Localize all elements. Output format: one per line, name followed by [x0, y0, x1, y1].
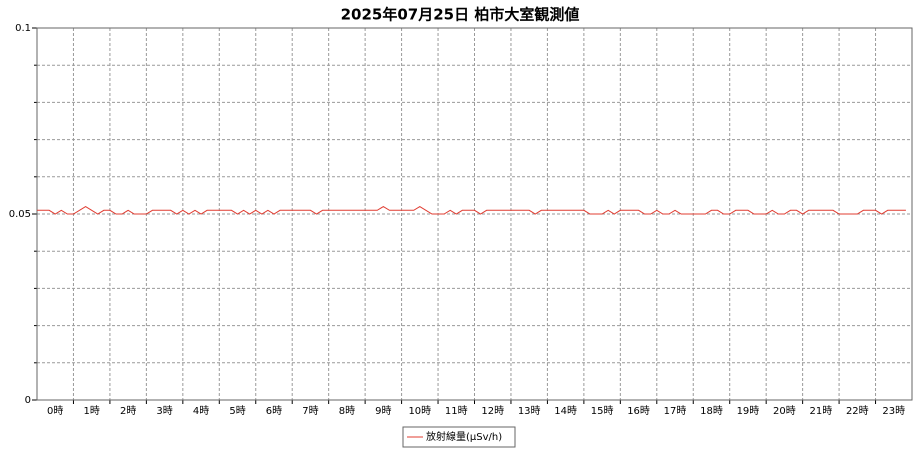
x-tick-label: 16時: [627, 405, 650, 417]
x-tick-label: 20時: [773, 405, 796, 417]
x-tick-label: 12時: [481, 405, 504, 417]
x-tick-label: 2時: [120, 405, 136, 417]
x-tick-label: 7時: [302, 405, 318, 417]
x-tick-label: 23時: [882, 405, 905, 417]
y-tick-label: 0.05: [9, 209, 31, 220]
x-tick-label: 18時: [700, 405, 723, 417]
x-tick-label: 14時: [554, 405, 577, 417]
x-tick-label: 0時: [47, 405, 63, 417]
x-tick-label: 13時: [518, 405, 541, 417]
x-tick-label: 21時: [809, 405, 832, 417]
x-tick-label: 11時: [445, 405, 468, 417]
x-tick-label: 19時: [737, 405, 760, 417]
legend-label: 放射線量(μSv/h): [426, 430, 502, 443]
x-tick-label: 4時: [193, 405, 209, 417]
x-tick-label: 9時: [375, 405, 391, 417]
x-tick-label: 22時: [846, 405, 869, 417]
chart-title: 2025年07月25日 柏市大室観測値: [341, 6, 580, 24]
plot-border: [36, 27, 913, 401]
y-tick-label: 0.1: [15, 23, 31, 34]
data-line: [37, 205, 906, 215]
x-tick-label: 3時: [156, 405, 172, 417]
x-tick-label: 5時: [229, 405, 245, 417]
legend-box: [402, 426, 516, 448]
x-tick-label: 10時: [408, 405, 431, 417]
x-tick-label: 15時: [591, 405, 614, 417]
x-tick-label: 6時: [266, 405, 282, 417]
y-tick-label: 0: [25, 395, 31, 406]
x-tick-label: 17時: [664, 405, 687, 417]
x-tick-label: 8時: [339, 405, 355, 417]
legend: 放射線量(μSv/h): [402, 426, 516, 448]
x-tick-label: 1時: [84, 405, 100, 417]
